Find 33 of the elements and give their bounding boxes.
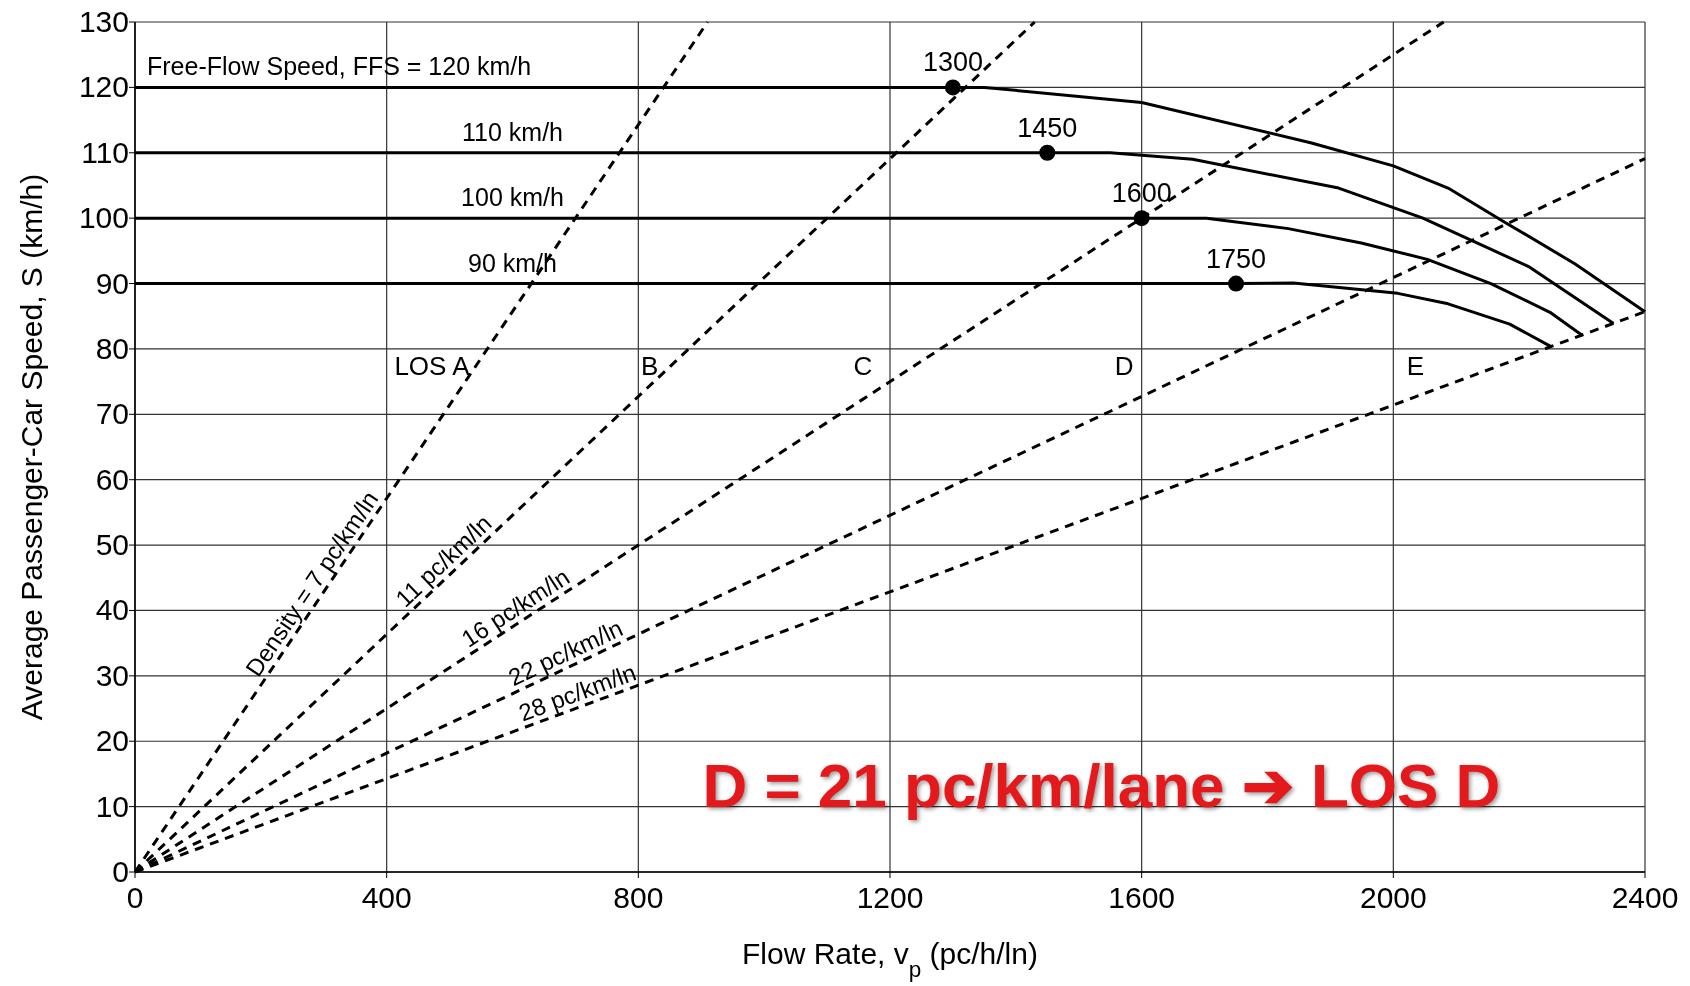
x-axis-title: Flow Rate, v$_{p}$ (pc/h/ln) (742, 937, 1038, 982)
y-tick-label: 10 (95, 789, 129, 823)
x-tick-label: 1600 (1108, 881, 1176, 914)
x-tick-label: 1200 (856, 881, 924, 914)
y-tick-label: 0 (112, 855, 129, 888)
x-tick-label: 800 (613, 881, 664, 914)
x-tick-label: 2000 (1359, 881, 1427, 914)
y-tick-label: 100 (78, 201, 129, 235)
annotation: 1450 (1017, 112, 1078, 143)
annotation: D (1114, 351, 1134, 382)
annotation: C (853, 351, 873, 382)
series-label: 110 km/h (462, 117, 563, 146)
annotation: B (640, 351, 659, 382)
y-tick-label: 40 (95, 593, 129, 627)
annotation: 1300 (922, 47, 983, 78)
y-axis-title: Average Passenger-Car Speed, S (km/h) (15, 173, 48, 721)
y-tick-label: 130 (78, 5, 129, 38)
x-tick-label: 2400 (1611, 881, 1679, 914)
y-tick-label: 50 (95, 528, 129, 562)
series-label: 90 km/h (468, 248, 557, 277)
y-tick-label: 110 (81, 135, 129, 169)
y-tick-label: 80 (95, 331, 129, 365)
y-tick-label: 60 (95, 462, 129, 496)
y-tick-label: 30 (95, 658, 129, 692)
y-tick-label: 70 (95, 397, 129, 431)
annotation: 1750 (1206, 243, 1267, 274)
series-label: 100 km/h (461, 183, 564, 212)
y-tick-label: 120 (78, 70, 129, 104)
annotation: LOS A (394, 351, 471, 382)
annotation: E (1406, 351, 1425, 382)
y-tick-label: 90 (95, 266, 129, 300)
x-tick-label: 400 (361, 881, 412, 914)
y-tick-label: 20 (95, 724, 129, 758)
